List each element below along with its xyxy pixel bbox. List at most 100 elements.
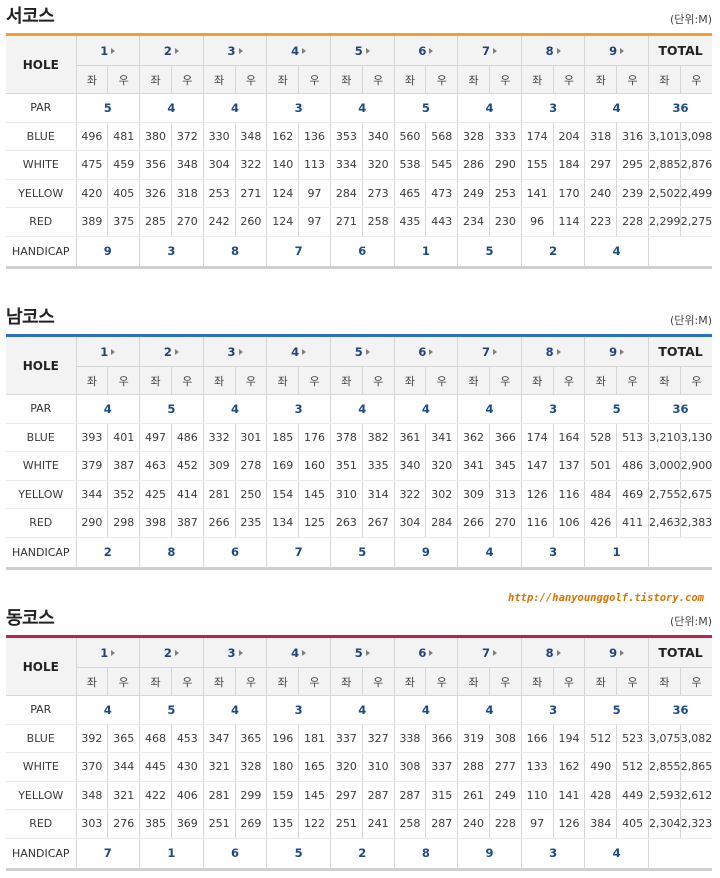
yellow-tee-row: YELLOW 348 321 422 406 281 299 159 145 297 287 287 3…	[6, 781, 712, 810]
distance-cell: 337	[425, 752, 459, 782]
distance-cell: 155	[521, 150, 554, 180]
right-label: 우	[362, 366, 395, 395]
distance-cell: 338	[394, 724, 427, 753]
hole-header-row: HOLE 1 2 3 4 5 6 7 8 9 TOTAL	[6, 34, 713, 94]
arrow-right-icon	[302, 349, 307, 355]
arrow-right-icon	[556, 650, 561, 656]
hole-number: 9	[609, 43, 618, 58]
distance-cell: 271	[235, 179, 268, 208]
distance-cell: 365	[235, 724, 268, 753]
par-value: 4	[584, 93, 649, 123]
course-header: 남코스 (단위:M)	[0, 301, 720, 334]
distance-cell: 287	[394, 781, 427, 810]
distance-cell: 369	[171, 809, 204, 839]
handicap-value: 5	[330, 537, 395, 570]
hole-number-cell: 1	[76, 636, 141, 668]
distance-cell: 145	[298, 480, 331, 509]
distance-cell: 327	[362, 724, 395, 753]
distance-cell: 260	[235, 207, 268, 237]
hole-number: 2	[163, 344, 172, 359]
distance-cell: 297	[584, 150, 618, 180]
distance-cell: 270	[171, 207, 204, 237]
distance-cell: 3,075	[648, 724, 681, 753]
hole-number-cell: 5	[330, 34, 395, 66]
distance-cell: 496	[76, 122, 109, 151]
distance-cell: 366	[489, 423, 522, 452]
white-tee-label: WHITE	[6, 150, 77, 180]
distance-cell: 141	[553, 781, 586, 810]
red-tee-row: RED 389 375 285 270 242 260 124 97 271 258 435 443 23…	[6, 207, 712, 237]
distance-cell: 538	[394, 150, 427, 180]
distance-cell: 322	[394, 480, 427, 509]
distance-cell: 133	[521, 752, 554, 782]
hole-number: 6	[418, 645, 427, 660]
blue-tee-row: BLUE 392 365 468 453 347 365 196 181 337 327 338 366…	[6, 724, 712, 753]
distance-cell: 528	[584, 423, 618, 452]
distance-cell: 512	[584, 724, 618, 753]
distance-cell: 277	[489, 752, 522, 782]
right-label: 우	[489, 366, 522, 395]
distance-cell: 230	[489, 207, 522, 237]
arrow-right-icon	[620, 48, 625, 54]
handicap-value: 3	[521, 537, 586, 570]
left-label: 좌	[584, 366, 618, 395]
unit-label: (단위:M)	[669, 13, 712, 26]
hole-header-label: HOLE	[6, 34, 77, 94]
white-tee-row: WHITE 370 344 445 430 321 328 180 165 320 310 308 33…	[6, 752, 712, 782]
par-row: PAR 4 5 4 3 4 4 4 3 5 36	[6, 394, 713, 424]
distance-cell: 174	[521, 122, 554, 151]
distance-cell: 276	[107, 809, 141, 839]
distance-cell: 314	[362, 480, 395, 509]
handicap-value: 6	[203, 838, 268, 871]
distance-cell: 2,304	[648, 809, 681, 839]
distance-cell: 97	[298, 179, 331, 208]
hole-number: 9	[609, 344, 618, 359]
distance-cell: 362	[457, 423, 490, 452]
handicap-value	[648, 236, 713, 269]
par-value: 4	[76, 394, 141, 424]
hole-number-cell: 9	[584, 34, 649, 66]
distance-cell: 169	[266, 451, 300, 481]
distance-cell: 481	[107, 122, 141, 151]
distance-cell: 140	[266, 150, 300, 180]
distance-cell: 185	[266, 423, 300, 452]
distance-cell: 253	[489, 179, 522, 208]
distance-cell: 3,130	[680, 423, 712, 452]
distance-cell: 321	[203, 752, 236, 782]
distance-cell: 320	[425, 451, 459, 481]
distance-cell: 113	[298, 150, 331, 180]
handicap-value: 2	[521, 236, 586, 269]
distance-cell: 348	[171, 150, 204, 180]
blue-tee-label: BLUE	[6, 122, 77, 151]
arrow-right-icon	[556, 349, 561, 355]
distance-cell: 560	[394, 122, 427, 151]
yellow-tee-label: YELLOW	[6, 179, 77, 208]
distance-cell: 348	[76, 781, 109, 810]
distance-cell: 270	[489, 508, 522, 538]
yellow-tee-row: YELLOW 420 405 326 318 253 271 124 97 284 273 465 47…	[6, 179, 712, 208]
distance-cell: 347	[203, 724, 236, 753]
red-tee-row: RED 303 276 385 369 251 269 135 122 251 241 258 287 2…	[6, 809, 712, 839]
distance-cell: 523	[616, 724, 649, 753]
distance-cell: 2,383	[680, 508, 712, 538]
distance-cell: 137	[553, 451, 586, 481]
arrow-right-icon	[620, 650, 625, 656]
par-value: 5	[584, 394, 649, 424]
right-label: 우	[362, 65, 395, 94]
left-label: 좌	[457, 366, 490, 395]
hole-number-cell: 7	[457, 636, 522, 668]
arrow-right-icon	[238, 650, 243, 656]
par-value: 4	[203, 93, 268, 123]
hole-number: 8	[545, 344, 554, 359]
course-section: 서코스 (단위:M) HOLE 1 2 3 4 5 6 7 8 9 TOTAL 좌 우 좌 우 좌 우 좌 우 좌 우 좌 우 좌…	[0, 0, 720, 269]
distance-cell: 330	[203, 122, 236, 151]
distance-cell: 348	[235, 122, 268, 151]
par-value: 4	[76, 695, 141, 725]
arrow-right-icon	[238, 349, 243, 355]
total-header: TOTAL	[648, 335, 713, 367]
right-label: 우	[680, 65, 713, 94]
arrow-right-icon	[174, 650, 179, 656]
left-label: 좌	[139, 667, 172, 696]
handicap-value: 6	[203, 537, 268, 570]
distance-cell: 116	[553, 480, 586, 509]
